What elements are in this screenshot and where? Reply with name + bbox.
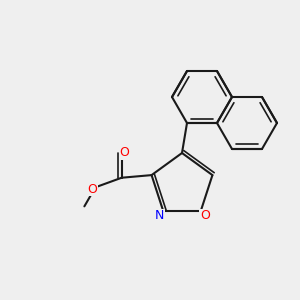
Text: O: O: [87, 183, 97, 196]
Text: N: N: [154, 209, 164, 222]
Text: O: O: [120, 146, 130, 159]
Text: O: O: [200, 209, 210, 222]
